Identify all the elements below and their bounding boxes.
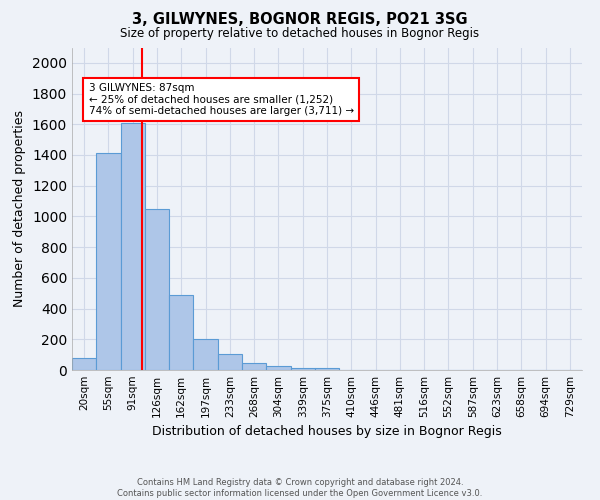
Text: Contains HM Land Registry data © Crown copyright and database right 2024.
Contai: Contains HM Land Registry data © Crown c… (118, 478, 482, 498)
Text: Size of property relative to detached houses in Bognor Regis: Size of property relative to detached ho… (121, 28, 479, 40)
Bar (96, 152, 121, 370)
Bar (218, 354, 242, 370)
Bar (193, 338, 218, 370)
Bar (72, 358, 96, 370)
Text: 3 GILWYNES: 87sqm
← 25% of detached houses are smaller (1,252)
74% of semi-detac: 3 GILWYNES: 87sqm ← 25% of detached hous… (89, 83, 353, 116)
X-axis label: Distribution of detached houses by size in Bognor Regis: Distribution of detached houses by size … (152, 426, 502, 438)
Y-axis label: Number of detached properties: Number of detached properties (13, 110, 26, 307)
Bar (169, 294, 193, 370)
Bar (290, 368, 315, 370)
Bar (242, 363, 266, 370)
Bar (121, 122, 145, 370)
Bar (266, 366, 290, 370)
Text: 3, GILWYNES, BOGNOR REGIS, PO21 3SG: 3, GILWYNES, BOGNOR REGIS, PO21 3SG (132, 12, 468, 28)
Bar (145, 209, 169, 370)
Bar (315, 368, 339, 370)
